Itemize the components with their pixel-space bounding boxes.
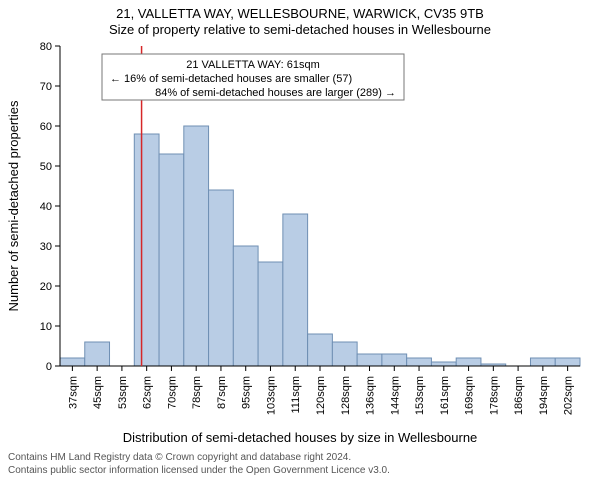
page-title-line2: Size of property relative to semi-detach… — [0, 22, 600, 38]
attribution-footer: Contains HM Land Registry data © Crown c… — [0, 445, 600, 477]
histogram-bar — [258, 262, 283, 366]
chart-svg: 0 10 20 30 40 50 60 70 80 37sqm 45sqm 53sqm 62sqm 70s… — [0, 38, 600, 428]
histogram-bar — [530, 358, 555, 366]
histogram-bar — [283, 214, 308, 366]
x-tick-label: 70sqm — [166, 376, 178, 409]
histogram-bar — [382, 354, 407, 366]
x-tick-label: 120sqm — [315, 376, 327, 415]
y-tick-label: 80 — [40, 41, 52, 53]
y-tick-label: 70 — [40, 81, 52, 93]
histogram-bar — [407, 358, 432, 366]
histogram-bar — [308, 334, 333, 366]
x-tick-label: 53sqm — [117, 376, 129, 409]
x-tick-label: 144sqm — [389, 376, 401, 415]
x-tick-label: 87sqm — [216, 376, 228, 409]
y-axis-label: Number of semi-detached properties — [6, 100, 21, 311]
x-tick-label: 153sqm — [414, 376, 426, 415]
y-tick-label: 60 — [40, 121, 52, 133]
y-tick-label: 20 — [40, 281, 52, 293]
histogram-bar — [332, 342, 357, 366]
histogram-bar — [233, 246, 258, 366]
y-tick-label: 10 — [40, 321, 52, 333]
histogram-bar — [184, 126, 209, 366]
histogram-bar — [456, 358, 481, 366]
x-tick-label: 178sqm — [488, 376, 500, 415]
x-tick-label: 111sqm — [290, 376, 302, 414]
x-tick-label: 78sqm — [191, 376, 203, 409]
x-tick-label: 194sqm — [538, 376, 550, 415]
histogram-bar — [431, 362, 456, 366]
x-tick-label: 186sqm — [513, 376, 525, 415]
y-tick-label: 40 — [40, 201, 52, 213]
histogram-bar — [60, 358, 85, 366]
histogram-bar — [159, 154, 184, 366]
annotation-line-3: 84% of semi-detached houses are larger (… — [155, 87, 396, 99]
annotation-line-1: 21 VALLETTA WAY: 61sqm — [186, 59, 319, 71]
y-tick-label: 30 — [40, 241, 52, 253]
histogram-bar — [555, 358, 580, 366]
x-tick-label: 169sqm — [464, 376, 476, 415]
histogram-bar — [357, 354, 382, 366]
x-tick-label: 128sqm — [340, 376, 352, 415]
x-tick-label: 202sqm — [563, 376, 575, 415]
annotation-line-2: ← 16% of semi-detached houses are smalle… — [110, 73, 352, 85]
histogram-chart: 0 10 20 30 40 50 60 70 80 37sqm 45sqm 53sqm 62sqm 70s… — [0, 38, 600, 428]
histogram-bar — [209, 190, 234, 366]
x-tick-label: 103sqm — [266, 376, 278, 415]
x-tick-label: 161sqm — [439, 376, 451, 415]
histogram-bar — [85, 342, 110, 366]
histogram-bar — [134, 134, 159, 366]
y-tick-label: 50 — [40, 161, 52, 173]
x-tick-label: 62sqm — [142, 376, 154, 409]
page-title-line1: 21, VALLETTA WAY, WELLESBOURNE, WARWICK,… — [0, 6, 600, 22]
x-tick-label: 136sqm — [365, 376, 377, 415]
footer-line-2: Contains public sector information licen… — [8, 464, 592, 477]
y-tick-label: 0 — [46, 361, 52, 373]
x-tick-label: 45sqm — [92, 376, 104, 409]
x-tick-label: 37sqm — [67, 376, 79, 409]
footer-line-1: Contains HM Land Registry data © Crown c… — [8, 451, 592, 464]
x-tick-label: 95sqm — [241, 376, 253, 409]
x-axis-label: Distribution of semi-detached houses by … — [0, 430, 600, 445]
